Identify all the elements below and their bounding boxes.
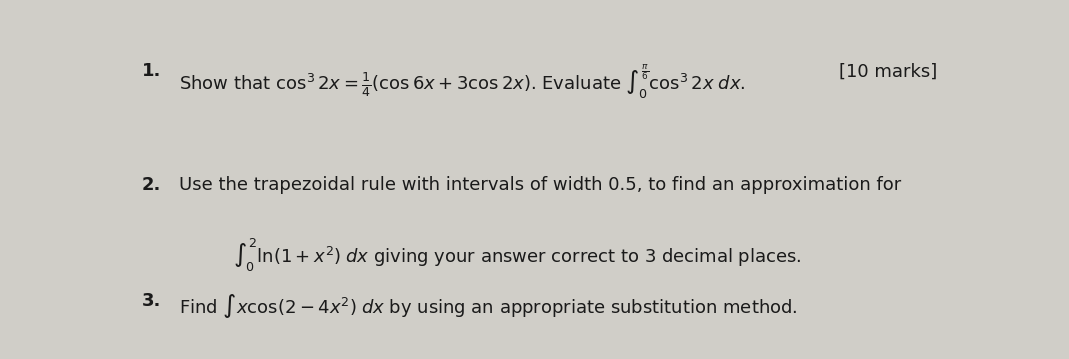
Text: 2.: 2. <box>142 176 161 194</box>
Text: Find $\int x\cos(2 - 4x^2)\; dx$ by using an appropriate substitution method.: Find $\int x\cos(2 - 4x^2)\; dx$ by usin… <box>180 292 797 320</box>
Text: Show that $\cos^3 2x = \frac{1}{4}(\cos 6x + 3\cos 2x)$. Evaluate $\int_0^{\frac: Show that $\cos^3 2x = \frac{1}{4}(\cos … <box>180 62 745 101</box>
Text: 3.: 3. <box>142 292 161 310</box>
Text: Use the trapezoidal rule with intervals of width 0.5, to find an approximation f: Use the trapezoidal rule with intervals … <box>180 176 901 194</box>
Text: 1.: 1. <box>142 62 161 80</box>
Text: $\int_0^{2} \ln(1 + x^2)\; dx$ giving your answer correct to 3 decimal places.: $\int_0^{2} \ln(1 + x^2)\; dx$ giving yo… <box>233 237 802 274</box>
Text: [10 marks]: [10 marks] <box>839 62 938 80</box>
